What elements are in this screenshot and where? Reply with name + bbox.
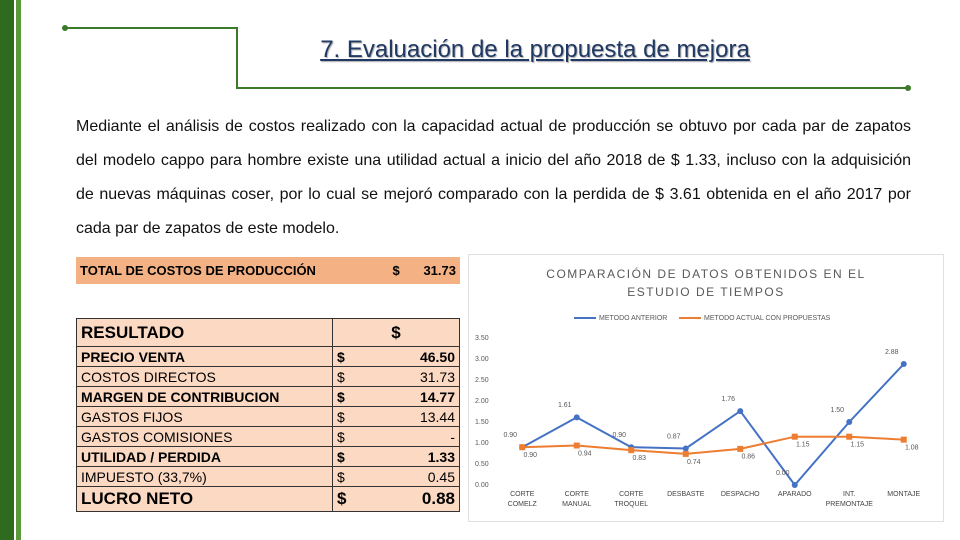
- legend-label: METODO ACTUAL CON PROPUESTAS: [704, 315, 831, 322]
- x-tick-label: DESBASTE: [667, 491, 705, 498]
- side-bar: [16, 0, 21, 540]
- y-tick-label: 3.50: [475, 335, 489, 342]
- y-tick-label: 0.50: [475, 461, 489, 468]
- data-label: 2.88: [885, 349, 899, 356]
- row: PRECIO VENTA $46.50: [76, 346, 460, 367]
- data-label: 0.90: [523, 452, 537, 459]
- point: [846, 419, 853, 425]
- cell: MARGEN DE CONTRIBUCION: [76, 386, 333, 407]
- y-tick-label: 3.00: [475, 356, 489, 363]
- point: [573, 414, 580, 421]
- point: [573, 442, 580, 449]
- data-label: 1.15: [850, 442, 864, 449]
- data-label: 0.83: [632, 455, 646, 462]
- row: GASTOS FIJOS $13.44: [76, 406, 460, 427]
- row: MARGEN DE CONTRIBUCION $14.77: [76, 386, 460, 407]
- cell: -: [361, 426, 460, 447]
- cell: LUCRO NETO: [76, 486, 333, 512]
- x-tick-label: CORTE COMELZ: [507, 491, 537, 508]
- cell: COSTOS DIRECTOS: [76, 366, 333, 387]
- point: [846, 433, 853, 440]
- cell: 0.45: [361, 466, 460, 487]
- data-label: 1.61: [558, 402, 572, 409]
- chart: COMPARACIÓN DE DATOS OBTENIDOS EN EL ESTU…: [468, 254, 944, 522]
- data-label: 1.08: [905, 444, 919, 451]
- y-tick-label: 2.00: [475, 398, 489, 405]
- cell: $: [332, 366, 361, 387]
- x-tick-label: APARADO: [777, 491, 812, 498]
- cell: 0.88: [361, 486, 460, 512]
- data-label: 0.86: [741, 454, 755, 461]
- point: [900, 361, 907, 368]
- cell: 14.77: [361, 386, 460, 407]
- y-tick-label: 1.50: [475, 419, 489, 426]
- point: [737, 408, 744, 415]
- x-tick-label: DESPACHO: [720, 491, 760, 498]
- data-label: 0.94: [578, 450, 592, 457]
- cell: 46.50: [361, 346, 460, 367]
- point: [737, 445, 744, 452]
- data-label: 0.90: [503, 432, 517, 439]
- cell: RESULTADO: [76, 318, 333, 347]
- data-label: 1.76: [721, 396, 735, 403]
- cell: GASTOS FIJOS: [76, 406, 333, 427]
- data-label: 0.87: [667, 433, 681, 440]
- cell: $: [332, 386, 361, 407]
- data-label: 1.15: [796, 442, 810, 449]
- title-frame: [62, 25, 911, 91]
- total-table: TOTAL DE COSTOS DE PRODUCCIÓN $ 31.73: [76, 257, 460, 284]
- cell: 31.73: [423, 263, 456, 278]
- cell: $: [332, 406, 361, 427]
- point: [682, 445, 689, 452]
- y-tick-label: 2.50: [475, 377, 489, 384]
- x-tick-label: CORTE TROQUEL: [614, 491, 649, 508]
- x-tick-label: MONTAJE: [887, 491, 921, 498]
- side-bar: [0, 0, 14, 540]
- cell: $: [332, 318, 460, 347]
- point: [519, 444, 526, 451]
- data-label: 1.50: [830, 407, 844, 414]
- point: [628, 447, 635, 454]
- point: [682, 450, 689, 457]
- point: [791, 433, 798, 440]
- point: [791, 482, 798, 488]
- cell: $: [332, 346, 361, 367]
- cell: GASTOS COMISIONES: [76, 426, 333, 447]
- series-line: [521, 363, 905, 487]
- cell: 31.73: [361, 366, 460, 387]
- row: COSTOS DIRECTOS $31.73: [76, 366, 460, 387]
- row: IMPUESTO (33,7%) $0.45: [76, 466, 460, 487]
- title: 7. Evaluación de la propuesta de mejora: [320, 36, 750, 63]
- cell: 1.33: [361, 446, 460, 467]
- row: RESULTADO $: [76, 318, 460, 347]
- cell: $: [332, 486, 361, 512]
- paragraph: Mediante el análisis de costos realizado…: [76, 118, 911, 237]
- y-tick-label: 1.00: [475, 440, 489, 447]
- cell: TOTAL DE COSTOS DE PRODUCCIÓN: [80, 263, 316, 278]
- cell: $: [332, 466, 361, 487]
- x-tick-label: INT. PREMONTAJE: [825, 491, 873, 508]
- data-label: 0.74: [687, 459, 701, 466]
- cell: IMPUESTO (33,7%): [76, 466, 333, 487]
- x-tick-label: CORTE MANUAL: [562, 491, 592, 508]
- data-label: 0.90: [612, 432, 626, 439]
- row: LUCRO NETO $0.88: [76, 486, 460, 512]
- cell: 13.44: [361, 406, 460, 427]
- legend-label: METODO ANTERIOR: [599, 315, 667, 322]
- chart-title: COMPARACIÓN DE DATOS OBTENIDOS EN EL ESTU…: [546, 266, 865, 299]
- cell: PRECIO VENTA: [76, 346, 333, 367]
- row: UTILIDAD / PERDIDA $1.33: [76, 446, 460, 467]
- result-table: RESULTADO $ PRECIO VENTA $46.50 COSTOS DIREC…: [76, 318, 460, 512]
- point: [900, 436, 907, 443]
- cell: UTILIDAD / PERDIDA: [76, 446, 333, 467]
- cell: $: [332, 426, 361, 447]
- chart-svg: COMPARACIÓN DE DATOS OBTENIDOS EN EL ESTU…: [475, 266, 919, 489]
- row: GASTOS COMISIONES $ -: [76, 426, 460, 447]
- cell: $: [392, 263, 400, 278]
- y-tick-label: 0.00: [475, 482, 489, 489]
- data-label: 0.00: [776, 470, 790, 477]
- cell: $: [332, 446, 361, 467]
- series-line: [522, 435, 904, 455]
